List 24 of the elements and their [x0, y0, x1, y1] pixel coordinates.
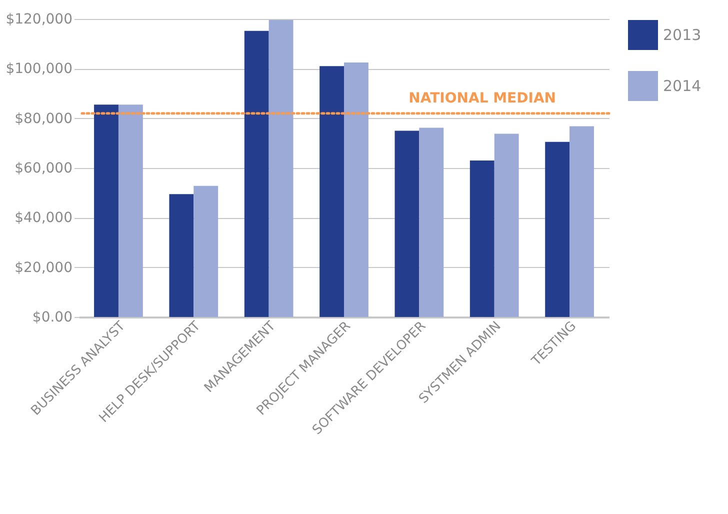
bar [570, 126, 594, 317]
bar [320, 66, 344, 317]
bar [244, 30, 269, 317]
y-tick-label: $60,000 [14, 160, 72, 176]
legend-label: 2013 [663, 26, 702, 44]
y-tick-label: $20,000 [14, 260, 72, 276]
bar [419, 128, 444, 317]
y-tick-label: $0.00 [32, 310, 72, 326]
bar [394, 130, 420, 317]
bar [268, 20, 294, 317]
bar [169, 194, 194, 317]
bar [470, 160, 494, 317]
y-tick-label: $120,000 [6, 12, 72, 28]
bar [344, 62, 368, 317]
bar [545, 142, 570, 317]
y-tick-label: $40,000 [14, 210, 72, 226]
bar [494, 134, 519, 317]
legend-label: 2014 [663, 77, 702, 95]
bar [118, 104, 143, 317]
y-tick-label: $100,000 [6, 61, 72, 78]
bar [94, 104, 118, 317]
ref-line-label: NATIONAL MEDIAN [408, 90, 556, 106]
bar [194, 186, 218, 317]
y-tick-label: $80,000 [14, 110, 72, 127]
